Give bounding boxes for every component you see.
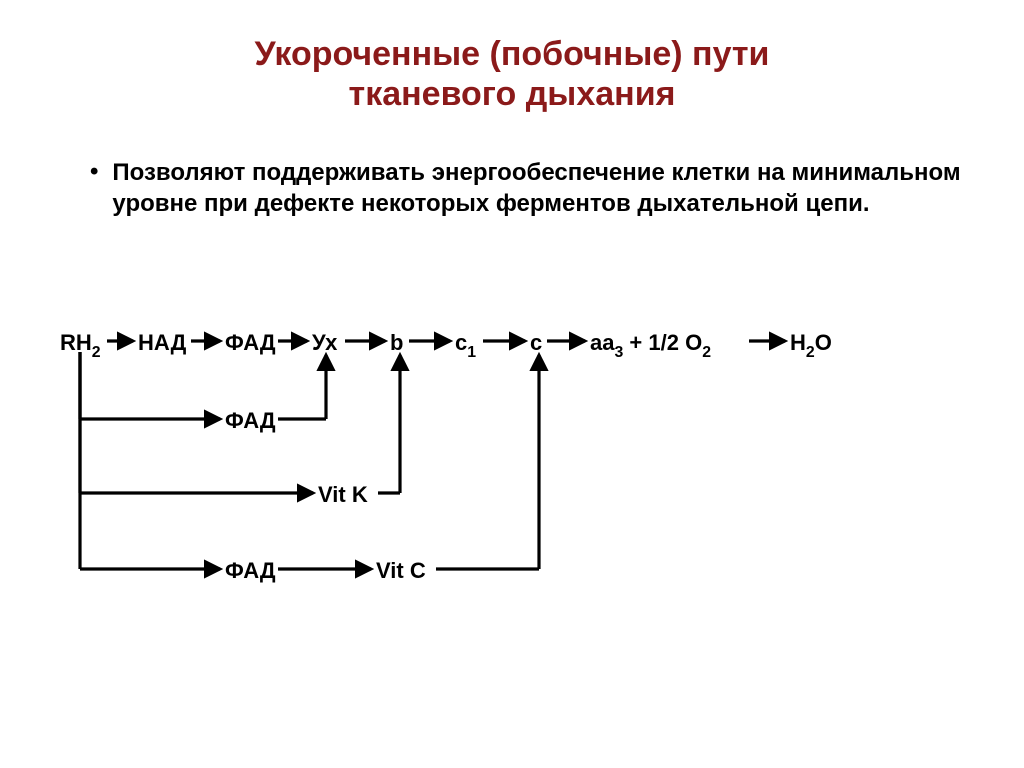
node-VitC: Vit C	[376, 558, 426, 584]
title-line2: тканевого дыхания	[0, 74, 1024, 114]
node-FAD2: ФАД	[225, 408, 276, 434]
bullet-marker: •	[90, 158, 98, 187]
node-c: c	[530, 330, 542, 356]
node-FAD3: ФАД	[225, 558, 276, 584]
node-VitK: Vit K	[318, 482, 368, 508]
node-aa3: aa3 + 1/2 O2	[590, 330, 711, 360]
diagram-arrows	[60, 330, 970, 660]
bullet-item: • Позволяют поддерживать энергообеспечен…	[90, 158, 964, 219]
node-RH2: RH2	[60, 330, 101, 360]
title-line1: Укороченные (побочные) пути	[0, 34, 1024, 74]
node-NAD: НАД	[138, 330, 186, 356]
respiration-diagram: RH2 НАД ФАД Ух b c1 c aa3 + 1/2 O2 H2O ФАД Vit K ФА…	[60, 330, 970, 660]
node-Ux: Ух	[312, 330, 337, 356]
bullet-text: Позволяют поддерживать энергообеспечение…	[112, 158, 964, 219]
node-c1: c1	[455, 330, 476, 360]
node-b: b	[390, 330, 403, 356]
node-H2O: H2O	[790, 330, 832, 360]
slide-title: Укороченные (побочные) пути тканевого ды…	[0, 34, 1024, 114]
node-FAD1: ФАД	[225, 330, 276, 356]
